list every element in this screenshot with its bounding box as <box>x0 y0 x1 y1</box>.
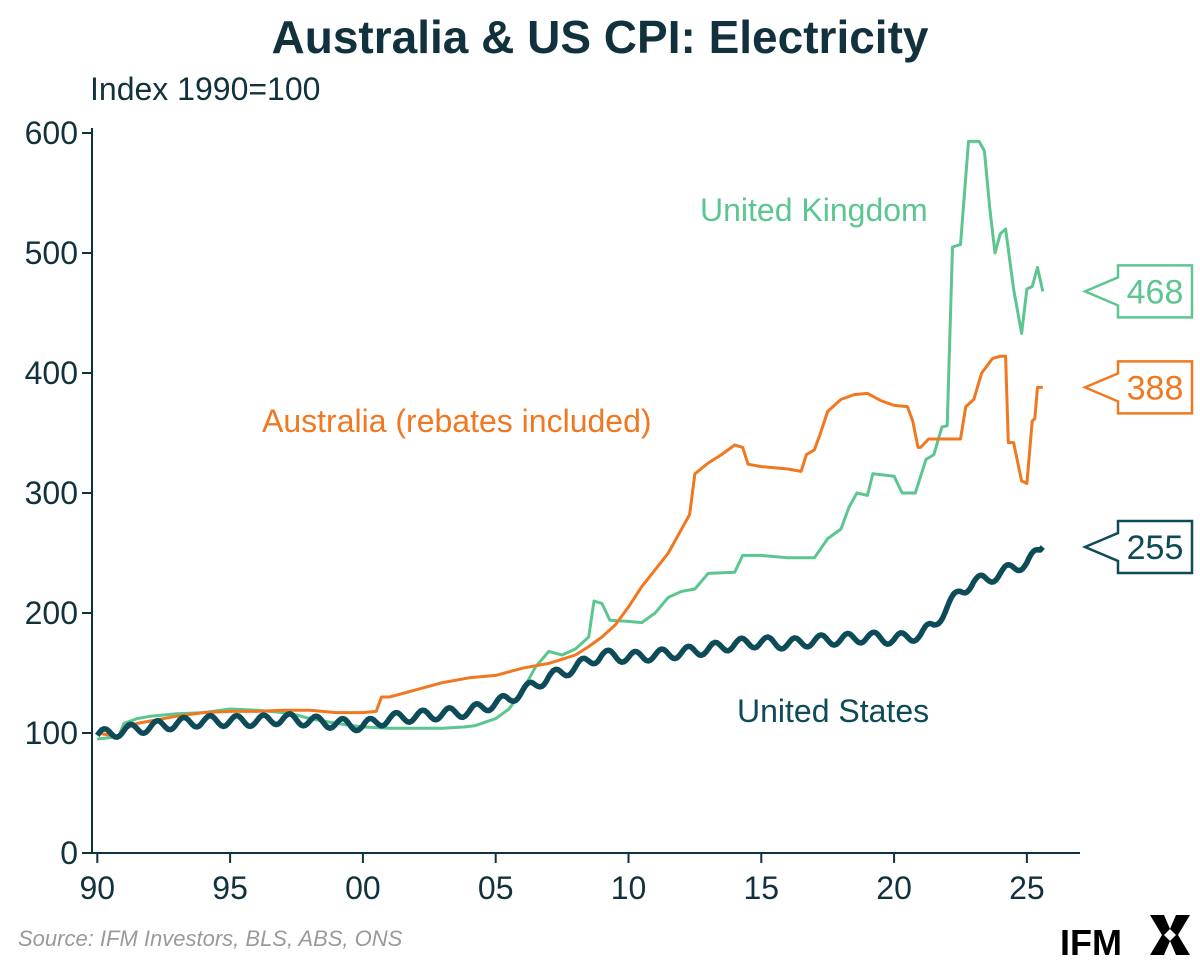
x-tick-label: 90 <box>80 870 116 906</box>
x-tick-label: 10 <box>611 870 647 906</box>
series-line-united-states <box>95 545 1045 740</box>
x-axis: 90 95 00 05 10 15 20 25 <box>80 852 1080 906</box>
brand-name: IFM <box>1060 922 1122 963</box>
end-tag-united-kingdom <box>1081 264 1194 319</box>
y-tick-label: 400 <box>25 355 78 391</box>
source-note: Source: IFM Investors, BLS, ABS, ONS <box>18 926 403 951</box>
end-tag-australia-rebates-included <box>1081 360 1194 415</box>
y-tick-label: 200 <box>25 595 78 631</box>
series-lines <box>95 139 1045 741</box>
series-labels: United Kingdom Australia (rebates include… <box>262 192 929 729</box>
series-label-united-kingdom: United Kingdom <box>700 192 928 228</box>
series-label-united-states: United States <box>737 693 929 729</box>
series-line-australia-rebates-included <box>97 354 1043 739</box>
chart-title: Australia & US CPI: Electricity <box>272 11 929 63</box>
y-tick-label: 600 <box>25 115 78 151</box>
y-tick-label: 300 <box>25 475 78 511</box>
x-tick-label: 15 <box>743 870 779 906</box>
end-value-labels: 468 388 255 <box>1081 264 1194 575</box>
end-value-united-states: 255 <box>1127 529 1184 567</box>
x-tick-label: 05 <box>478 870 514 906</box>
y-tick-label: 500 <box>25 235 78 271</box>
x-tick-label: 20 <box>876 870 912 906</box>
end-value-australia-rebates-included: 388 <box>1127 369 1184 407</box>
y-tick-label: 0 <box>60 835 78 871</box>
x-tick-label: 95 <box>212 870 248 906</box>
ifm-logo-icon <box>1150 915 1190 955</box>
end-tag-united-states <box>1081 519 1194 575</box>
brand-logo: IFM <box>1060 915 1190 963</box>
end-value-united-kingdom: 468 <box>1127 273 1184 311</box>
y-axis: 0 100 200 300 400 500 600 <box>25 115 93 871</box>
x-tick-label: 25 <box>1009 870 1045 906</box>
series-line-united-kingdom <box>97 139 1045 741</box>
y-tick-label: 100 <box>25 715 78 751</box>
series-label-australia-rebates-included: Australia (rebates included) <box>262 403 652 439</box>
y-axis-label: Index 1990=100 <box>90 71 320 107</box>
x-tick-label: 00 <box>345 870 381 906</box>
